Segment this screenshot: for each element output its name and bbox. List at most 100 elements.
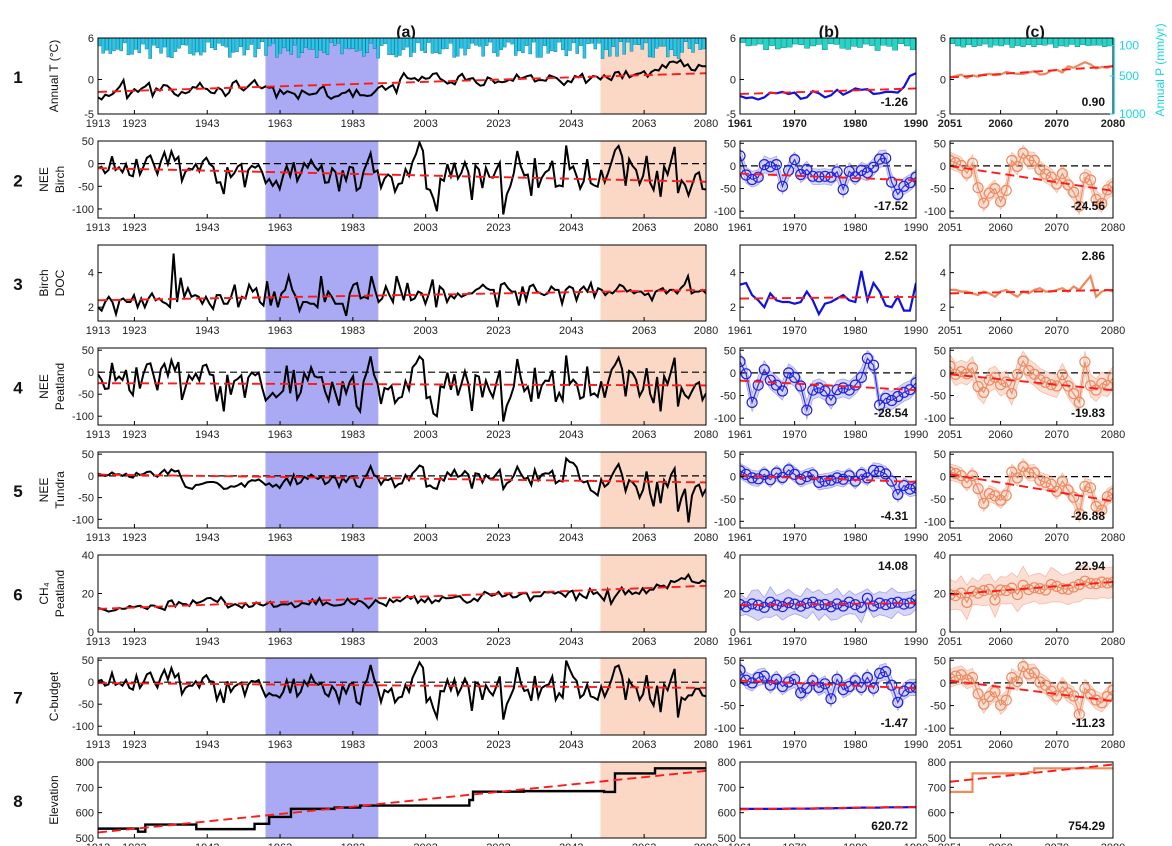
y-axis-label: NEE (37, 478, 51, 503)
data-point (978, 386, 990, 398)
trend-line (98, 288, 706, 302)
plot-marks (950, 273, 1113, 299)
data-point (1056, 369, 1069, 381)
data-point (795, 473, 807, 485)
x-tick-label: 1923 (122, 842, 146, 846)
data-point (972, 483, 984, 495)
data-point (746, 173, 758, 186)
precip-bar (582, 38, 587, 59)
precip-bar (452, 38, 456, 58)
panel-5-c: 2051 2060 2070 2080 -100 -50 0 50 -26.88 (924, 449, 1125, 544)
data-point (1000, 694, 1012, 706)
panel-4-c: 2051 2060 2070 2080 -100 -50 0 50 -19.83 (924, 345, 1125, 441)
precip-bar (955, 38, 961, 47)
y-tick-label: 0 (730, 368, 736, 380)
data-point (898, 479, 910, 492)
precip-bar (687, 38, 692, 49)
y-tick-label: 4 (940, 268, 946, 280)
data-point (813, 476, 825, 488)
trend-line (740, 602, 916, 606)
precip-bar (1085, 38, 1091, 46)
precip-bar (159, 38, 163, 54)
data-point (740, 601, 752, 613)
x-tick-label: 1970 (782, 532, 806, 544)
x-tick-label: 2051 (938, 842, 962, 846)
data-point (1006, 466, 1018, 478)
y-tick-label: -50 (720, 494, 736, 506)
plot-frame (97, 657, 707, 736)
precip-bar (966, 38, 972, 46)
panel-6-b: 1961 1970 1980 1990 0 20 40 14.08 (724, 550, 928, 648)
precip-bar (285, 38, 290, 52)
precip-bar (1053, 38, 1059, 48)
data-point (880, 392, 892, 404)
plot-marks (740, 661, 916, 712)
precip-bar (383, 38, 388, 44)
data-point (1056, 583, 1069, 595)
y-tick-label: 700 (718, 782, 736, 794)
y-tick-label: 50 (82, 345, 94, 357)
data-point (801, 597, 813, 609)
data-point (1023, 154, 1035, 167)
precip-bar (633, 38, 637, 45)
precip-bar (130, 38, 134, 55)
plot-marks (98, 572, 706, 613)
x-tick-label: 2070 (1045, 325, 1069, 337)
precip-bar (550, 38, 554, 52)
y-tick-label: -100 (714, 516, 736, 528)
data-point (873, 399, 886, 411)
x-tick-label: 1980 (843, 532, 867, 544)
x-tick-label: 2051 (938, 222, 962, 234)
x-tick-label: 2080 (1101, 118, 1125, 130)
plot-marks (740, 270, 916, 317)
data-line (950, 61, 1113, 80)
data-point (1011, 588, 1024, 601)
x-tick-label: 1923 (122, 532, 146, 544)
plot-frame (97, 244, 707, 322)
plot-frame (949, 347, 1114, 426)
precip-bar (658, 38, 663, 47)
data-point (855, 601, 868, 614)
x-tick-label: 2080 (1101, 842, 1125, 846)
x-tick-label: 2060 (988, 739, 1012, 751)
data-point (1068, 491, 1080, 503)
precip-bar (521, 38, 525, 54)
data-point (1107, 488, 1113, 500)
precip-bar (510, 38, 514, 45)
data-point (1011, 368, 1024, 380)
x-tick-label: 2060 (988, 842, 1012, 846)
x-tick-label: 1980 (843, 842, 867, 846)
panel-4-b: 1961 1970 1980 1990 -100 -50 0 50 -28.54 (714, 345, 928, 441)
precip-bar (257, 38, 261, 49)
precip-bar (579, 38, 583, 46)
data-point (752, 379, 764, 391)
precip-bar (376, 38, 380, 59)
data-point (1101, 690, 1113, 703)
y-tick-label: -100 (714, 206, 736, 218)
precip-bar (665, 38, 670, 58)
x-tick-label: 1943 (195, 118, 219, 130)
data-point (746, 396, 758, 408)
precip-bar (275, 38, 279, 58)
y-tick-label: 20 (724, 589, 736, 601)
precip-bar (798, 38, 805, 46)
precip-bar (593, 38, 598, 50)
precip-bar (419, 38, 424, 51)
precip-bar (372, 38, 377, 49)
plot-frame (739, 347, 917, 426)
trend-line (98, 382, 706, 387)
plot-marks (98, 38, 706, 101)
trend-line (740, 679, 916, 690)
y-axis-label: Tundra (53, 471, 67, 509)
y-tick-label: -50 (720, 184, 736, 196)
slope-value-label: -19.83 (1071, 406, 1105, 420)
data-point (983, 374, 995, 386)
y-tick-label: 6 (88, 33, 94, 45)
data-point (898, 685, 910, 697)
x-tick-label: 1913 (86, 325, 110, 337)
precip-bar (405, 38, 409, 48)
data-point (837, 183, 849, 196)
future-period-shade (600, 245, 706, 321)
precip-axis: 100 500 1000 (1110, 38, 1146, 121)
data-point (983, 583, 995, 595)
